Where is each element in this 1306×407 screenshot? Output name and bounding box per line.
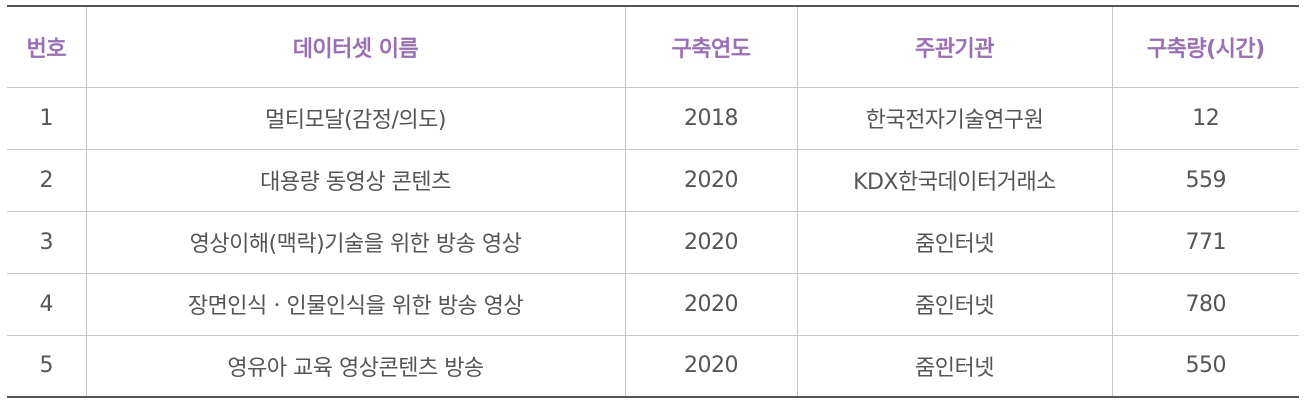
cell-build-year: 2018 (625, 87, 798, 150)
cell-organization: 줌인터넷 (797, 211, 1113, 274)
header-build-year: 구축연도 (625, 5, 798, 88)
cell-organization: 한국전자기술연구원 (797, 87, 1113, 150)
header-number: 번호 (7, 5, 87, 88)
header-build-hours: 구축량(시간) (1112, 5, 1299, 88)
cell-number: 4 (7, 273, 87, 336)
cell-dataset-name: 장면인식ㆍ인물인식을 위한 방송 영상 (86, 273, 626, 336)
table-row: 2 대용량 동영상 콘텐츠 2020 KDX한국데이터거래소 559 (7, 149, 1299, 212)
table-row: 3 영상이해(맥락)기술을 위한 방송 영상 2020 줌인터넷 771 (7, 211, 1299, 274)
table-row: 1 멀티모달(감정/의도) 2018 한국전자기술연구원 12 (7, 87, 1299, 150)
cell-dataset-name: 영상이해(맥락)기술을 위한 방송 영상 (86, 211, 626, 274)
dataset-table: 번호 데이터셋 이름 구축연도 주관기관 구축량(시간) 1 멀티모달(감정/의… (7, 5, 1299, 398)
cell-build-hours: 559 (1112, 149, 1299, 212)
table-body: 1 멀티모달(감정/의도) 2018 한국전자기술연구원 12 2 대용량 동영… (7, 87, 1299, 398)
cell-build-hours: 550 (1112, 335, 1299, 398)
cell-build-year: 2020 (625, 149, 798, 212)
cell-number: 3 (7, 211, 87, 274)
cell-build-hours: 12 (1112, 87, 1299, 150)
cell-build-year: 2020 (625, 211, 798, 274)
cell-dataset-name: 영유아 교육 영상콘텐츠 방송 (86, 335, 626, 398)
cell-number: 2 (7, 149, 87, 212)
cell-dataset-name: 대용량 동영상 콘텐츠 (86, 149, 626, 212)
cell-build-hours: 771 (1112, 211, 1299, 274)
cell-number: 5 (7, 335, 87, 398)
cell-build-year: 2020 (625, 273, 798, 336)
header-dataset-name: 데이터셋 이름 (86, 5, 626, 88)
cell-organization: 줌인터넷 (797, 273, 1113, 336)
header-organization: 주관기관 (797, 5, 1113, 88)
header-row: 번호 데이터셋 이름 구축연도 주관기관 구축량(시간) (7, 5, 1299, 88)
cell-build-hours: 780 (1112, 273, 1299, 336)
table-row: 5 영유아 교육 영상콘텐츠 방송 2020 줌인터넷 550 (7, 335, 1299, 398)
cell-build-year: 2020 (625, 335, 798, 398)
cell-organization: 줌인터넷 (797, 335, 1113, 398)
cell-dataset-name: 멀티모달(감정/의도) (86, 87, 626, 150)
cell-organization: KDX한국데이터거래소 (797, 149, 1113, 212)
table-row: 4 장면인식ㆍ인물인식을 위한 방송 영상 2020 줌인터넷 780 (7, 273, 1299, 336)
cell-number: 1 (7, 87, 87, 150)
table-header: 번호 데이터셋 이름 구축연도 주관기관 구축량(시간) (7, 5, 1299, 88)
